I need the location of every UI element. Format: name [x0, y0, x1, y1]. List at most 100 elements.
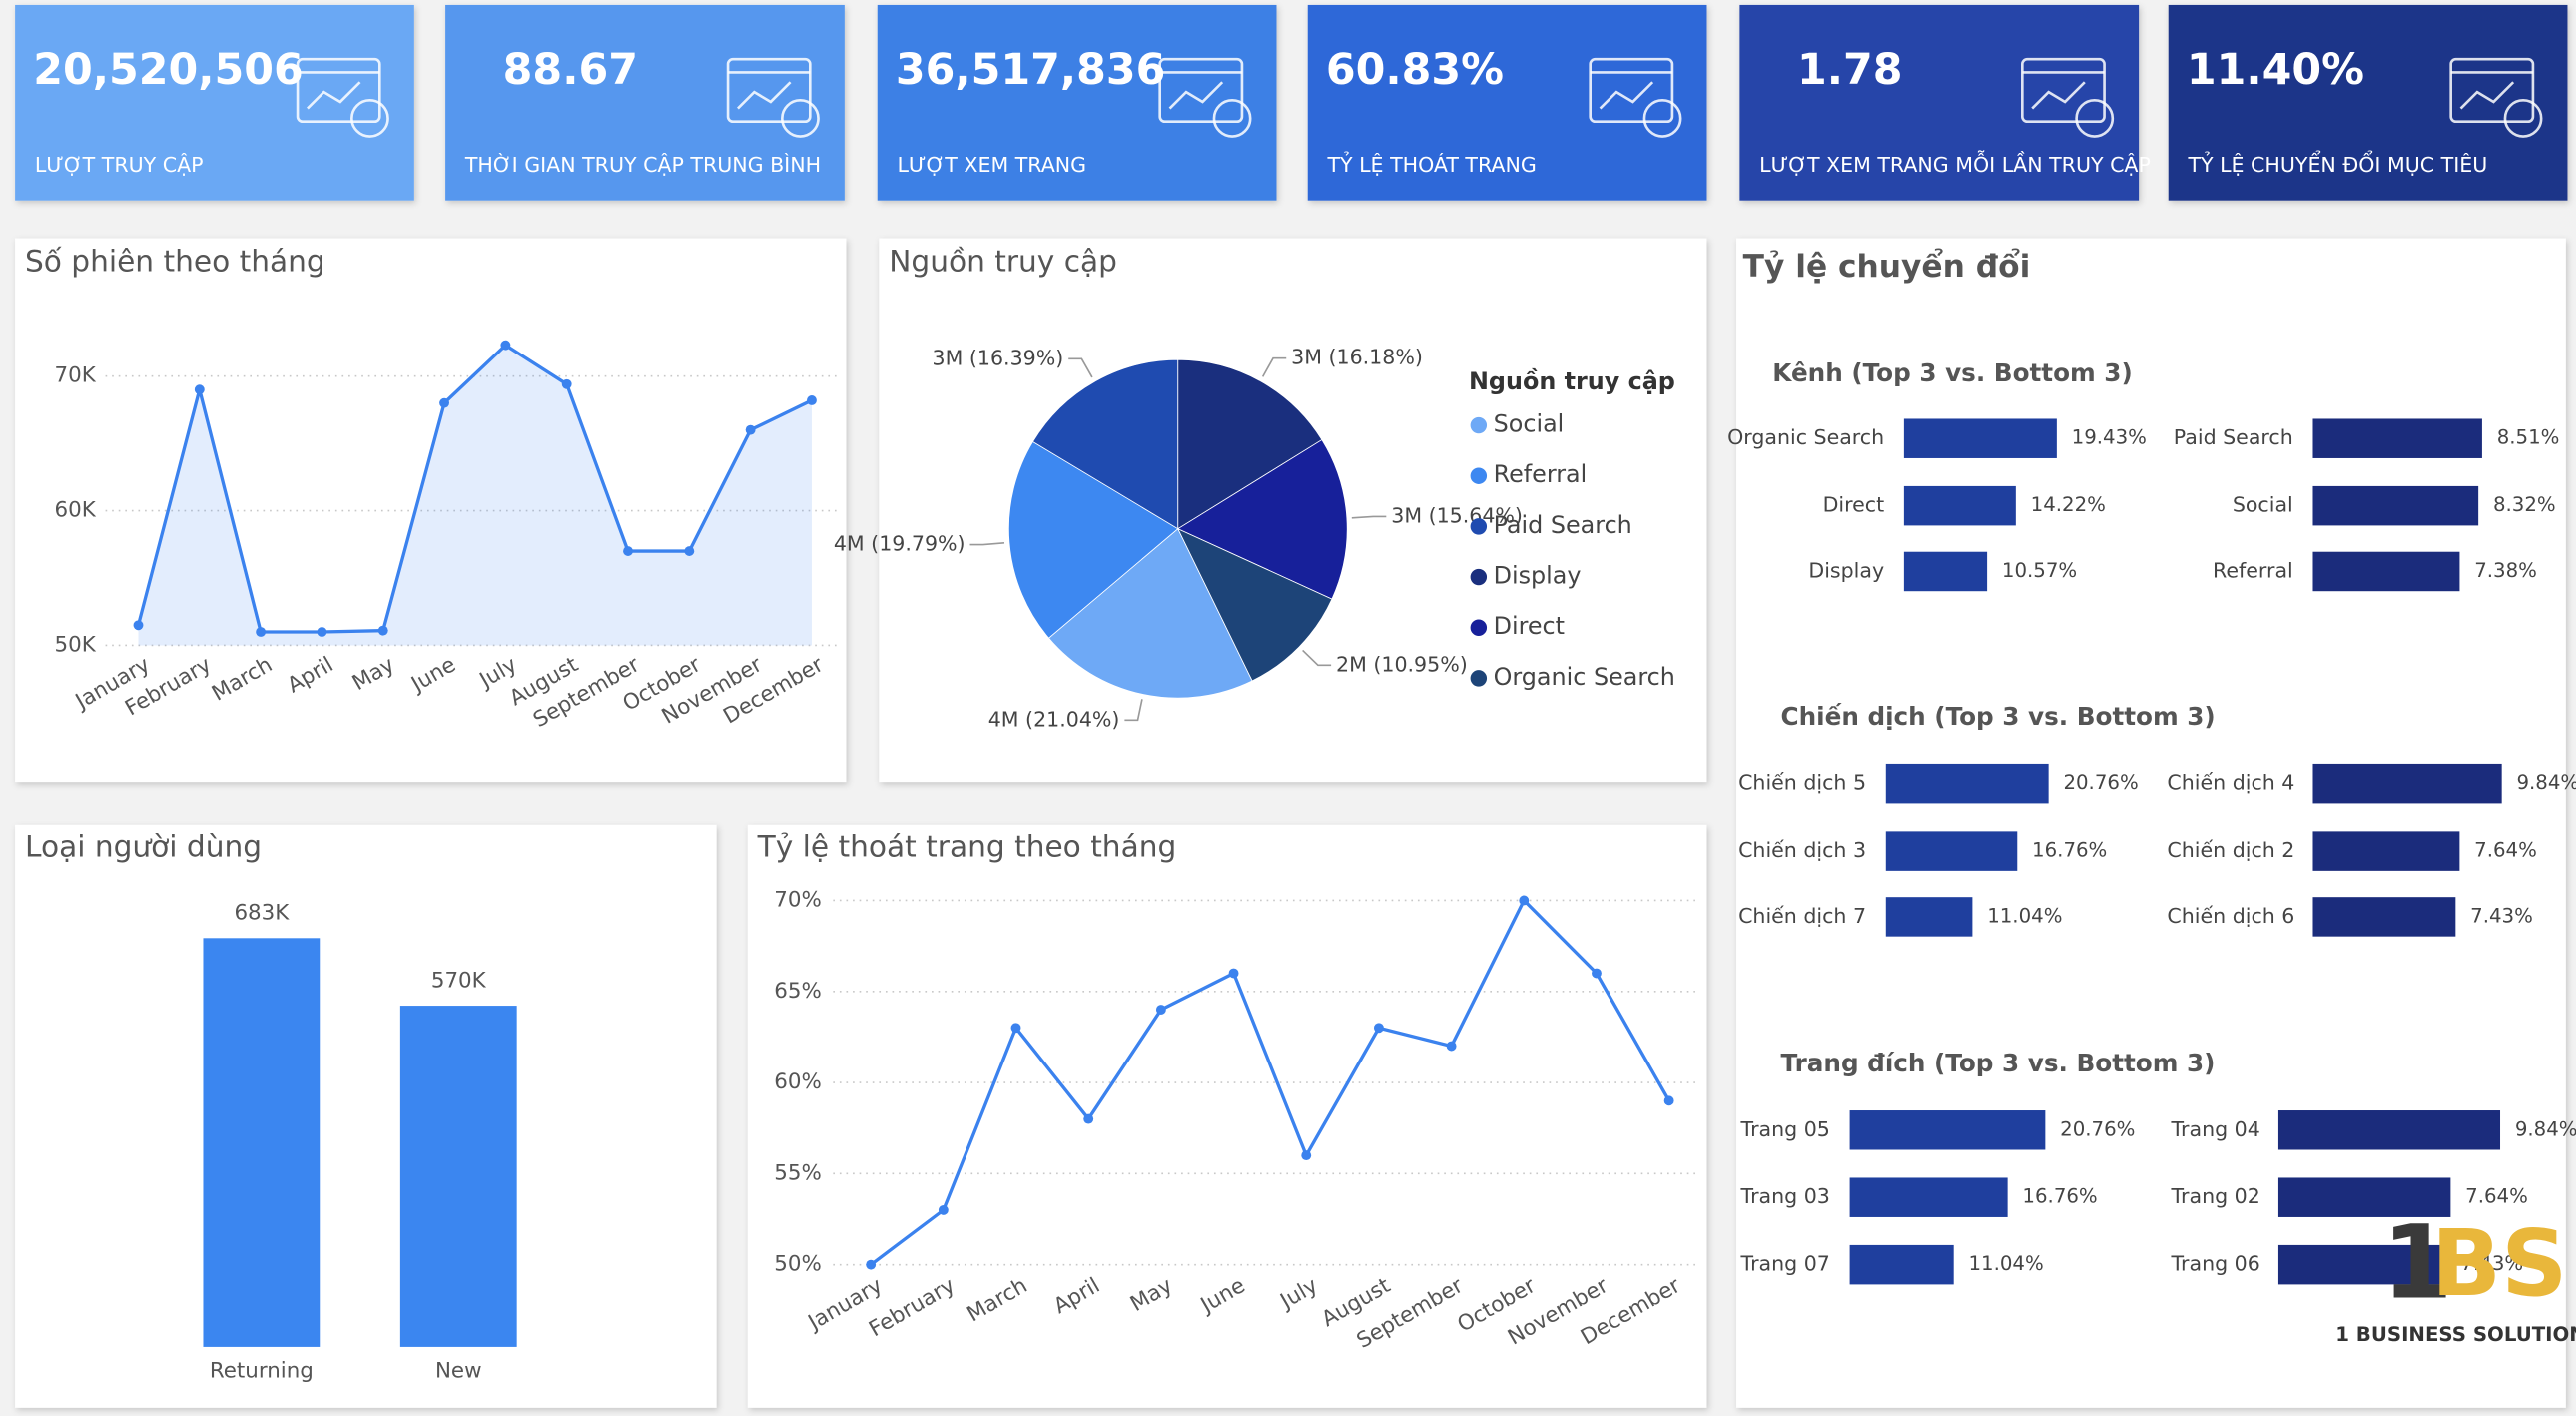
icon-shape: [2449, 57, 2535, 124]
y-tick-label: 55%: [774, 1160, 822, 1185]
kpi-card: [1307, 4, 1707, 201]
data-label: 16.76%: [2022, 1185, 2097, 1208]
bar: [2277, 1110, 2501, 1150]
legend-label: Referral: [1494, 460, 1588, 488]
y-tick-label: 65%: [774, 979, 822, 1004]
data-label: 11.04%: [1969, 1252, 2044, 1275]
data-label: 7.43%: [2470, 904, 2533, 927]
icon-shape: [1212, 99, 1252, 138]
panels: [15, 238, 2566, 1408]
data-label: 7.43%: [2460, 1252, 2523, 1275]
category-label: Organic Search: [1727, 425, 1884, 449]
data-label: 2M (10.95%): [1336, 652, 1468, 676]
pie-slice: [1007, 440, 1179, 639]
bar: [2312, 763, 2502, 804]
kpi-label: LƯỢT XEM TRANG MỖI LẦN TRUY CẬP: [1759, 148, 2151, 177]
x-tick-label: Returning: [210, 1359, 314, 1384]
kpi-label: LƯỢT XEM TRANG: [897, 153, 1086, 177]
icon-shape: [350, 99, 389, 138]
kpi-icon: [726, 57, 820, 138]
category-label: Paid Search: [2174, 425, 2293, 449]
category-label: Trang 02: [2171, 1184, 2260, 1208]
legend-label: Paid Search: [1494, 511, 1632, 539]
brand-name: 1 BUSINESS SOLUTION: [2335, 1323, 2576, 1346]
data-label: 8.51%: [2497, 426, 2560, 449]
data-label: 7.64%: [2474, 839, 2537, 862]
bar: [2277, 1244, 2446, 1285]
brand: 1 BS 1 BUSINESS SOLUTION: [2335, 1203, 2576, 1345]
legend-swatch: [1470, 619, 1488, 636]
data-label: 7.38%: [2474, 559, 2537, 582]
category-label: Chiến dịch 4: [2167, 771, 2294, 795]
data-label: 4M (19.79%): [834, 532, 966, 556]
data-label: 4M (21.04%): [988, 707, 1120, 731]
icon-shape: [1158, 57, 1244, 124]
group-title: Chiến dịch (Top 3 vs. Bottom 3): [1781, 702, 2216, 731]
leader-line: [1302, 649, 1332, 667]
leader-line: [1068, 357, 1093, 378]
bar: [2312, 551, 2460, 592]
pie-slice: [1176, 527, 1333, 682]
category-label: Trang 05: [1740, 1117, 1830, 1141]
kpi-icon: [1589, 57, 1682, 138]
category-label: Social: [2233, 493, 2293, 517]
kpi-card: [15, 4, 414, 201]
leader-line: [1351, 515, 1387, 519]
point: [938, 1204, 949, 1215]
point: [1155, 1005, 1166, 1015]
icon-shape: [2503, 99, 2543, 138]
kpi-icon: [296, 57, 389, 138]
bar: [2312, 485, 2479, 526]
pie-slice: [1176, 438, 1348, 600]
legend-swatch: [1470, 416, 1488, 434]
category-label: Trang 07: [1740, 1252, 1830, 1276]
icon-shape: [1599, 81, 1654, 110]
chart-title: Số phiên theo tháng: [25, 245, 325, 279]
kpi-value: 20,520,506: [33, 45, 304, 95]
data-label: 683K: [234, 901, 290, 926]
data-label: 9.84%: [2515, 1117, 2576, 1140]
point: [807, 395, 817, 405]
icon-shape: [1642, 99, 1682, 138]
category-label: Display: [1808, 558, 1884, 582]
legend-swatch: [1470, 518, 1488, 535]
icon-shape: [781, 99, 820, 138]
point: [1446, 1041, 1457, 1052]
category-label: Chiến dịch 6: [2167, 904, 2294, 928]
y-tick-label: 70%: [774, 887, 822, 912]
category-label: Direct: [1823, 493, 1885, 517]
point: [256, 627, 267, 637]
point: [377, 625, 388, 636]
data-label: 20.76%: [2060, 1117, 2135, 1140]
legend-label: Direct: [1494, 612, 1565, 640]
point: [194, 384, 205, 395]
data-label: 16.76%: [2032, 839, 2107, 862]
bar: [1903, 485, 2016, 526]
y-tick-label: 60K: [55, 498, 97, 523]
data-label: 3M (15.64%): [1391, 503, 1523, 527]
line: [870, 897, 1671, 1266]
area: [138, 345, 812, 646]
pie-slice: [1177, 358, 1323, 530]
bar: [1849, 1177, 2008, 1217]
legend-label: Display: [1494, 562, 1582, 590]
legend-swatch: [1470, 670, 1488, 687]
bar: [1885, 763, 2049, 804]
bar: [1885, 831, 2018, 871]
category-label: Chiến dịch 7: [1738, 904, 1866, 928]
icon-shape: [1168, 81, 1224, 110]
point: [1663, 1095, 1674, 1106]
category-label: Referral: [2213, 558, 2293, 582]
point: [1083, 1113, 1094, 1124]
icon-shape: [1589, 57, 1674, 124]
category-label: Chiến dịch 5: [1738, 771, 1866, 795]
bar: [2277, 1177, 2451, 1217]
data-label: 7.64%: [2465, 1185, 2528, 1208]
data-label: 19.43%: [2072, 426, 2147, 449]
leader-line: [1124, 699, 1143, 722]
data-label: 9.84%: [2516, 771, 2576, 794]
legend-swatch: [1470, 568, 1488, 586]
data-label: 20.76%: [2063, 771, 2138, 794]
data-label: 8.32%: [2493, 493, 2556, 516]
